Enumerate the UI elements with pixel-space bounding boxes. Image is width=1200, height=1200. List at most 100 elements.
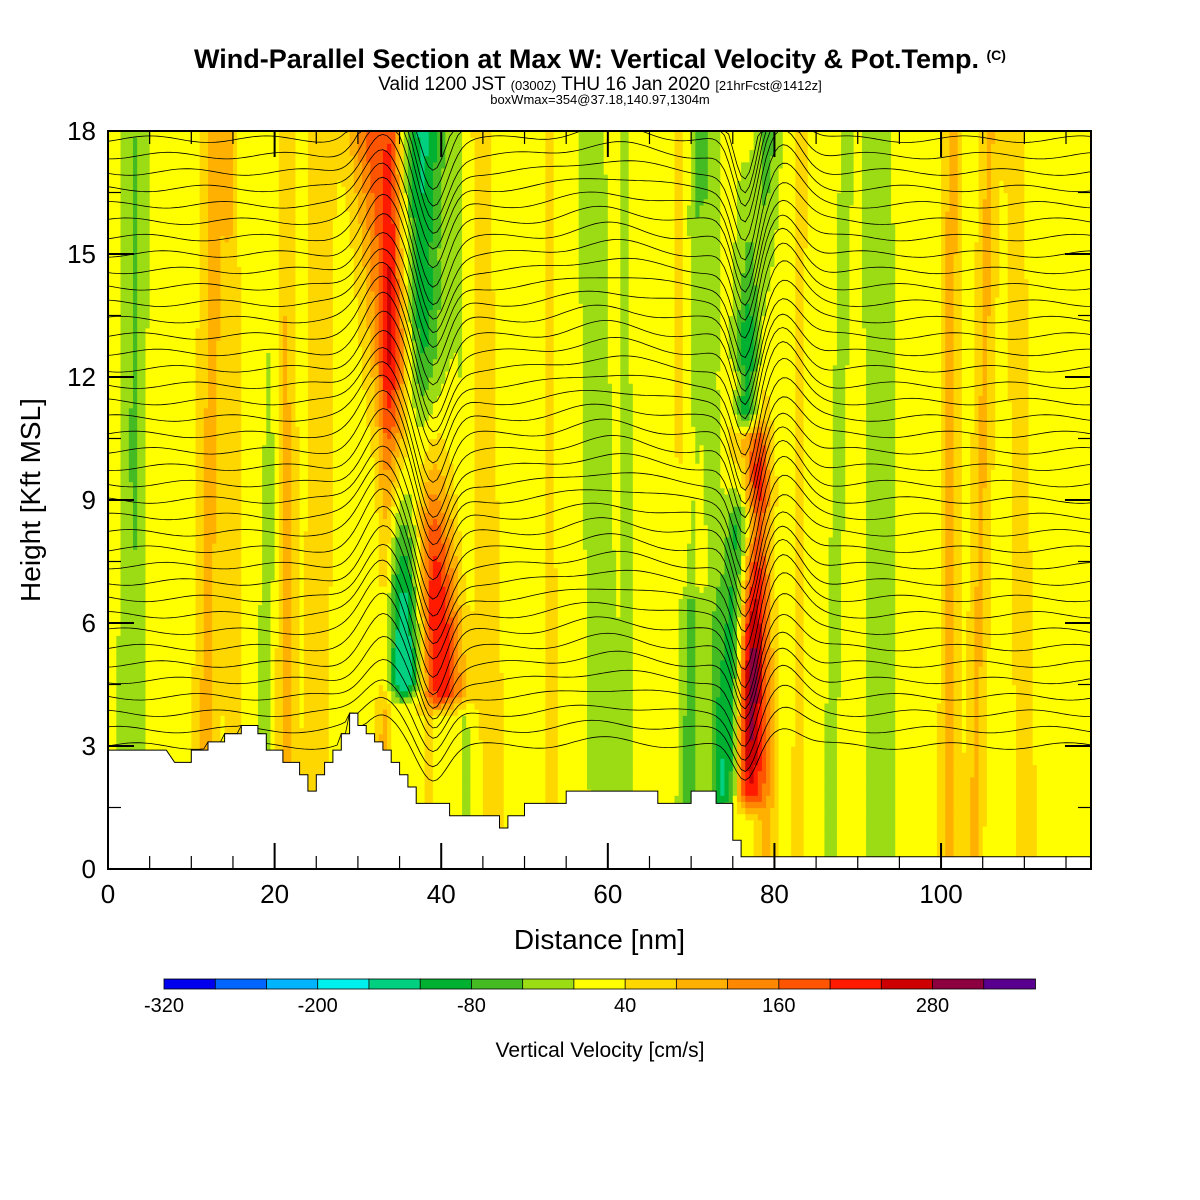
velocity-cell bbox=[612, 500, 621, 507]
velocity-cell bbox=[732, 758, 738, 766]
velocity-cell bbox=[295, 401, 309, 409]
velocity-cell bbox=[403, 407, 409, 415]
velocity-cell bbox=[736, 383, 742, 390]
velocity-cell bbox=[274, 573, 280, 581]
velocity-cell bbox=[803, 610, 830, 618]
velocity-cell bbox=[970, 825, 980, 833]
velocity-cell bbox=[770, 641, 780, 649]
velocity-cell bbox=[291, 438, 301, 446]
velocity-cell bbox=[545, 653, 559, 661]
velocity-cell bbox=[724, 825, 755, 833]
velocity-cell bbox=[632, 518, 692, 526]
velocity-cell bbox=[832, 500, 846, 507]
velocity-cell bbox=[766, 684, 771, 692]
velocity-cell bbox=[587, 623, 634, 630]
velocity-cell bbox=[391, 579, 397, 587]
velocity-cell bbox=[832, 463, 846, 470]
velocity-cell bbox=[466, 690, 505, 698]
velocity-cell bbox=[982, 825, 1017, 833]
velocity-cell bbox=[416, 518, 421, 526]
velocity-cell bbox=[632, 383, 676, 390]
velocity-cell bbox=[203, 463, 217, 470]
velocity-cell bbox=[395, 456, 405, 464]
velocity-cell bbox=[961, 561, 971, 569]
velocity-cell bbox=[941, 696, 946, 704]
velocity-cell bbox=[495, 481, 546, 489]
velocity-cell bbox=[745, 487, 751, 495]
velocity-cell bbox=[824, 746, 838, 753]
velocity-cell bbox=[362, 383, 376, 390]
velocity-cell bbox=[741, 789, 746, 796]
velocity-cell bbox=[391, 604, 397, 612]
velocity-cell bbox=[374, 407, 380, 415]
velocity-cell bbox=[1011, 438, 1030, 446]
velocity-cell bbox=[307, 481, 334, 489]
velocity-cell bbox=[970, 789, 980, 796]
velocity-cell bbox=[766, 702, 771, 710]
velocity-cell bbox=[470, 789, 484, 796]
velocity-cell bbox=[866, 407, 896, 415]
velocity-cell bbox=[745, 752, 759, 759]
chart-title-text: Wind-Parallel Section at Max W: Vertical… bbox=[194, 44, 979, 74]
velocity-cell bbox=[745, 573, 751, 581]
velocity-cell bbox=[241, 530, 263, 538]
velocity-cell bbox=[370, 426, 380, 433]
velocity-cell bbox=[374, 721, 384, 729]
velocity-cell bbox=[199, 684, 213, 692]
velocity-cell bbox=[632, 641, 680, 649]
velocity-cell bbox=[212, 684, 242, 692]
velocity-cell bbox=[299, 549, 305, 556]
velocity-cell bbox=[416, 629, 421, 636]
velocity-cell bbox=[445, 475, 455, 483]
velocity-cell bbox=[961, 450, 971, 458]
velocity-cell bbox=[795, 666, 805, 673]
velocity-cell bbox=[682, 426, 696, 433]
velocity-cell bbox=[274, 653, 284, 661]
velocity-cell bbox=[195, 383, 209, 390]
velocity-cell bbox=[241, 487, 263, 495]
velocity-cell bbox=[382, 407, 397, 415]
velocity-cell bbox=[778, 758, 792, 766]
velocity-cell bbox=[741, 413, 751, 421]
velocity-cell bbox=[795, 721, 805, 729]
velocity-cell bbox=[266, 432, 276, 440]
velocity-cell bbox=[741, 666, 746, 673]
velocity-cell bbox=[257, 653, 272, 661]
velocity-cell bbox=[711, 647, 726, 655]
velocity-cell bbox=[462, 782, 471, 790]
velocity-cell bbox=[945, 844, 955, 852]
velocity-cell bbox=[195, 579, 205, 587]
velocity-cell bbox=[836, 746, 867, 753]
velocity-cell bbox=[378, 684, 384, 692]
velocity-cell bbox=[803, 752, 826, 759]
velocity-cell bbox=[620, 438, 634, 446]
velocity-cell bbox=[895, 684, 942, 692]
velocity-cell bbox=[770, 782, 776, 790]
velocity-cell bbox=[711, 696, 717, 704]
velocity-cell bbox=[836, 696, 867, 704]
velocity-cell bbox=[195, 401, 209, 409]
velocity-cell bbox=[145, 641, 197, 649]
velocity-cell bbox=[116, 684, 147, 692]
velocity-cell bbox=[145, 549, 197, 556]
velocity-cell bbox=[703, 456, 721, 464]
velocity-cell bbox=[678, 641, 688, 649]
velocity-cell bbox=[749, 573, 755, 581]
velocity-cell bbox=[220, 721, 226, 729]
velocity-cell bbox=[720, 475, 742, 483]
velocity-cell bbox=[945, 518, 955, 526]
velocity-cell bbox=[795, 426, 805, 433]
velocity-cell bbox=[716, 739, 734, 747]
velocity-cell bbox=[766, 696, 771, 704]
velocity-cell bbox=[774, 456, 796, 464]
velocity-cell bbox=[212, 659, 242, 667]
velocity-cell bbox=[724, 561, 742, 569]
velocity-cell bbox=[420, 463, 434, 470]
velocity-cell bbox=[841, 573, 867, 581]
velocity-cell bbox=[953, 641, 963, 649]
velocity-cell bbox=[866, 604, 896, 612]
velocity-cell bbox=[132, 487, 138, 495]
velocity-cell bbox=[686, 561, 696, 569]
velocity-cell bbox=[741, 635, 746, 643]
velocity-cell bbox=[1036, 844, 1092, 852]
